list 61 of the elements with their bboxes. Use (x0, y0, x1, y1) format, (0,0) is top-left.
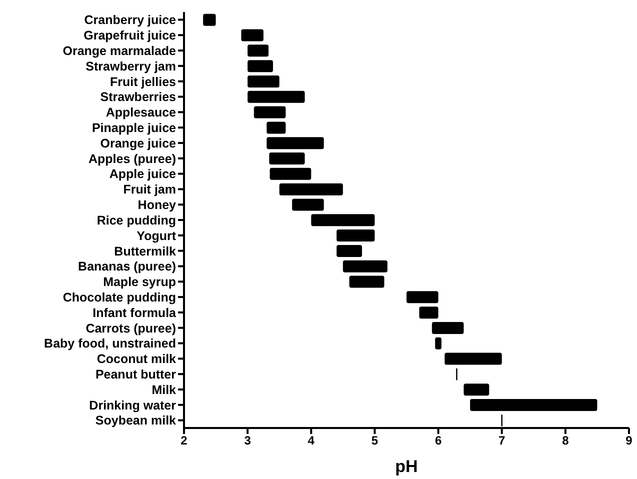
bar (342, 260, 388, 272)
bar (269, 152, 305, 165)
bar (464, 384, 490, 396)
bar (349, 276, 384, 288)
y-tick-label: Apple juice (109, 167, 176, 182)
x-tick-label: 9 (626, 434, 633, 448)
x-tick-label: 6 (434, 434, 442, 448)
y-tick-label: Strawberries (100, 90, 176, 104)
y-tick-label: Cranberry juice (84, 13, 176, 28)
y-tick-label: Strawberry jam (86, 59, 176, 74)
bar (254, 106, 286, 118)
x-tick-label: 5 (371, 434, 378, 448)
bar (444, 352, 502, 365)
bar (419, 306, 438, 319)
bar (266, 122, 286, 134)
bar (470, 399, 598, 412)
y-tick-label: Bananas (puree) (78, 260, 176, 274)
x-tick-label: 4 (308, 434, 315, 448)
bar (435, 337, 442, 350)
y-tick-label: Buttermilk (114, 244, 176, 258)
bar (241, 29, 264, 42)
y-tick-label: Baby food, unstrained (44, 336, 176, 351)
bar (270, 168, 312, 180)
bar (406, 291, 438, 304)
y-tick-label: Rice pudding (96, 213, 176, 228)
y-tick-label: Peanut butter (95, 368, 176, 382)
y-tick-label: Orange marmalade (62, 44, 176, 58)
y-tick-label: Milk (152, 382, 176, 397)
bar (432, 322, 464, 334)
bar (248, 90, 305, 103)
y-tick-label: Apples (puree) (88, 152, 176, 166)
bar (336, 244, 362, 257)
y-tick-label: Coconut milk (96, 352, 176, 366)
y-tick-label: Fruit jellies (110, 74, 176, 89)
y-tick-label: Drinking water (89, 398, 176, 412)
y-tick-label: Applesauce (106, 106, 176, 120)
y-tick-label: Maple syrup (103, 275, 176, 290)
bar (248, 60, 273, 72)
x-axis-title: pH (395, 457, 418, 476)
y-tick-label: Infant formula (92, 306, 178, 320)
x-tick-label: 8 (562, 434, 570, 448)
bar (203, 14, 216, 26)
y-tick-label: Orange juice (100, 136, 176, 150)
y-tick-label: Chocolate pudding (62, 290, 176, 304)
y-tick-label: Carrots (puree) (86, 321, 176, 336)
bar (266, 137, 324, 150)
bar (311, 214, 375, 226)
y-tick-label: Grapefruit juice (84, 28, 176, 43)
y-tick-label: Honey (138, 198, 176, 212)
x-tick-label: 2 (180, 434, 188, 448)
x-tick-label: 7 (498, 434, 506, 448)
bar (279, 183, 343, 196)
y-tick-label: Yogurt (136, 228, 177, 243)
x-tick-label: 3 (244, 434, 252, 448)
bar (292, 198, 324, 211)
bar (336, 230, 375, 242)
bar (248, 44, 269, 57)
y-tick-label: Soybean milk (95, 414, 176, 428)
bar (248, 75, 280, 88)
y-tick-label: Pinapple juice (92, 120, 176, 135)
y-tick-label: Fruit jam (123, 182, 176, 197)
